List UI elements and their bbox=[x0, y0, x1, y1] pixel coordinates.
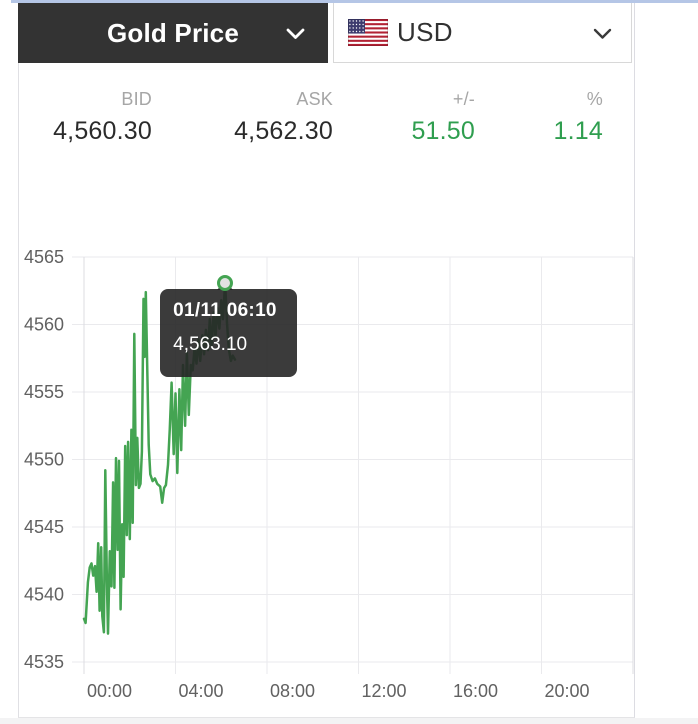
x-axis-label: 16:00 bbox=[453, 681, 498, 701]
page-bottom-band bbox=[0, 718, 698, 724]
ask-value: 4,562.30 bbox=[234, 117, 333, 145]
bid-label: BID bbox=[121, 89, 152, 109]
metal-selector-label: Gold Price bbox=[106, 17, 240, 48]
x-axis-label: 20:00 bbox=[545, 681, 590, 701]
us-flag-icon bbox=[348, 19, 388, 46]
y-axis-label: 4555 bbox=[24, 382, 64, 402]
y-axis-label: 4545 bbox=[24, 517, 64, 537]
x-axis-label: 04:00 bbox=[179, 681, 224, 701]
tooltip-value: 4,563.10 bbox=[173, 334, 248, 356]
chart-tooltip: 01/11 06:10 4,563.10 bbox=[160, 289, 298, 378]
metal-selector-dropdown[interactable]: Gold Price bbox=[18, 3, 328, 63]
quote-col-ask: ASK 4,562.30 bbox=[152, 88, 333, 145]
chevron-down-icon bbox=[286, 27, 305, 45]
currency-selector-label: USD bbox=[397, 17, 453, 47]
currency-selector-dropdown[interactable]: USD bbox=[333, 2, 632, 63]
x-axis-label: 00:00 bbox=[87, 681, 132, 701]
x-axis-label: 12:00 bbox=[362, 681, 407, 701]
percent-label: % bbox=[586, 89, 603, 109]
y-axis-label: 4560 bbox=[24, 315, 64, 335]
change-value: 51.50 bbox=[411, 117, 475, 145]
ask-label: ASK bbox=[296, 89, 333, 109]
selected-point-marker bbox=[217, 274, 234, 291]
y-axis-label: 4565 bbox=[24, 247, 64, 267]
top-accent-strip bbox=[11, 0, 698, 3]
x-axis-label: 08:00 bbox=[270, 681, 315, 701]
tooltip-datetime: 01/11 06:10 bbox=[173, 300, 277, 322]
quote-col-percent: % 1.14 bbox=[475, 88, 603, 145]
change-label: +/- bbox=[452, 89, 475, 109]
quote-col-change: +/- 51.50 bbox=[333, 88, 475, 145]
chevron-down-icon bbox=[593, 27, 612, 45]
quote-table: BID 4,560.30 ASK 4,562.30 +/- 51.50 % 1.… bbox=[19, 88, 635, 145]
y-axis-label: 4535 bbox=[24, 652, 64, 672]
bid-value: 4,560.30 bbox=[53, 117, 152, 145]
y-axis-label: 4550 bbox=[24, 450, 64, 470]
quote-col-bid: BID 4,560.30 bbox=[19, 88, 152, 145]
percent-value: 1.14 bbox=[553, 117, 603, 145]
y-axis-label: 4540 bbox=[24, 585, 64, 605]
